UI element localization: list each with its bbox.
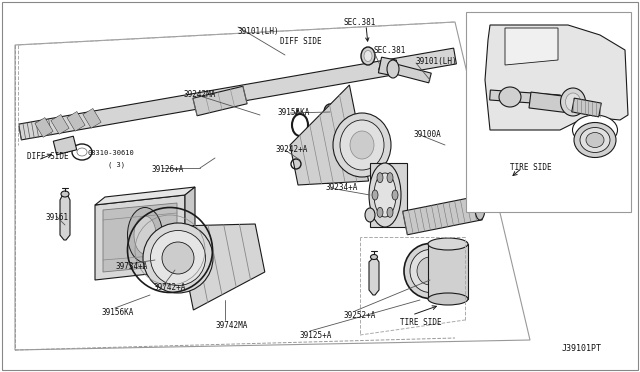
Polygon shape (379, 60, 431, 83)
Ellipse shape (324, 104, 336, 120)
Ellipse shape (127, 208, 163, 263)
Polygon shape (370, 163, 407, 227)
Ellipse shape (392, 190, 398, 200)
Text: 39155KA: 39155KA (278, 108, 310, 117)
Ellipse shape (428, 293, 468, 305)
Ellipse shape (61, 191, 69, 197)
Ellipse shape (574, 122, 616, 157)
Polygon shape (505, 28, 558, 65)
Ellipse shape (573, 115, 618, 145)
Ellipse shape (417, 257, 443, 285)
Ellipse shape (377, 207, 383, 217)
Text: 39234+A: 39234+A (326, 183, 358, 192)
Text: 39156KA: 39156KA (101, 308, 133, 317)
Ellipse shape (371, 254, 378, 260)
Text: 39126+A: 39126+A (152, 165, 184, 174)
Ellipse shape (475, 196, 485, 220)
Ellipse shape (374, 173, 396, 217)
Polygon shape (95, 187, 195, 205)
Polygon shape (185, 187, 195, 270)
Ellipse shape (162, 242, 194, 274)
Ellipse shape (580, 128, 610, 153)
Ellipse shape (586, 132, 604, 148)
Text: 39242MA: 39242MA (184, 90, 216, 99)
Polygon shape (95, 195, 185, 280)
Polygon shape (485, 25, 628, 130)
Text: 39742+A: 39742+A (154, 283, 186, 292)
Ellipse shape (369, 163, 401, 227)
Ellipse shape (499, 87, 521, 107)
Text: 39742MA: 39742MA (216, 321, 248, 330)
Ellipse shape (566, 93, 580, 111)
Text: 39252+A: 39252+A (344, 311, 376, 320)
Text: 39734+A: 39734+A (116, 262, 148, 271)
Ellipse shape (167, 253, 175, 261)
Ellipse shape (180, 252, 186, 258)
Polygon shape (490, 90, 561, 105)
Polygon shape (60, 196, 70, 240)
Polygon shape (19, 48, 456, 140)
Ellipse shape (365, 208, 375, 222)
Ellipse shape (134, 216, 156, 254)
Polygon shape (83, 109, 101, 128)
Ellipse shape (361, 47, 375, 65)
Ellipse shape (387, 173, 393, 183)
Ellipse shape (166, 236, 184, 254)
Polygon shape (177, 224, 265, 310)
Text: 39101(LH): 39101(LH) (238, 27, 280, 36)
Polygon shape (15, 22, 530, 350)
Text: TIRE SIDE: TIRE SIDE (510, 163, 552, 172)
Ellipse shape (340, 120, 384, 170)
Polygon shape (378, 57, 397, 76)
Text: 08310-30610: 08310-30610 (88, 150, 135, 156)
Ellipse shape (377, 173, 383, 183)
Polygon shape (572, 98, 601, 117)
Text: 39100A: 39100A (413, 130, 441, 139)
Polygon shape (67, 112, 85, 131)
Text: DIFF SIDE: DIFF SIDE (27, 152, 68, 161)
Polygon shape (403, 196, 483, 235)
Text: J39101PT: J39101PT (562, 344, 602, 353)
Ellipse shape (350, 131, 374, 159)
Text: 39242+A: 39242+A (276, 145, 308, 154)
Bar (466, 12, 631, 212)
Text: 39161: 39161 (46, 213, 69, 222)
Text: DIFF SIDE: DIFF SIDE (280, 37, 322, 46)
Text: 39101(LH): 39101(LH) (416, 57, 458, 66)
Ellipse shape (410, 250, 450, 292)
Text: ( 3): ( 3) (108, 162, 125, 169)
Polygon shape (369, 259, 379, 295)
Ellipse shape (150, 231, 205, 285)
Ellipse shape (333, 113, 391, 177)
Ellipse shape (143, 223, 213, 293)
Text: TIRE SIDE: TIRE SIDE (400, 318, 442, 327)
Text: SEC.381: SEC.381 (374, 46, 406, 55)
Polygon shape (290, 85, 369, 185)
Ellipse shape (561, 88, 586, 116)
Text: SEC.381: SEC.381 (344, 18, 376, 27)
Text: 39125+A: 39125+A (299, 331, 332, 340)
Polygon shape (529, 92, 571, 113)
Ellipse shape (178, 250, 188, 260)
Ellipse shape (387, 207, 393, 217)
Polygon shape (51, 115, 69, 134)
Polygon shape (103, 203, 177, 272)
Bar (428, 244, 468, 299)
Polygon shape (35, 118, 53, 137)
Polygon shape (193, 86, 247, 116)
Ellipse shape (364, 51, 372, 61)
Ellipse shape (372, 190, 378, 200)
Ellipse shape (326, 107, 333, 117)
Polygon shape (53, 136, 77, 155)
Ellipse shape (428, 238, 468, 250)
Ellipse shape (161, 231, 189, 259)
Ellipse shape (387, 60, 399, 78)
Ellipse shape (404, 244, 456, 298)
